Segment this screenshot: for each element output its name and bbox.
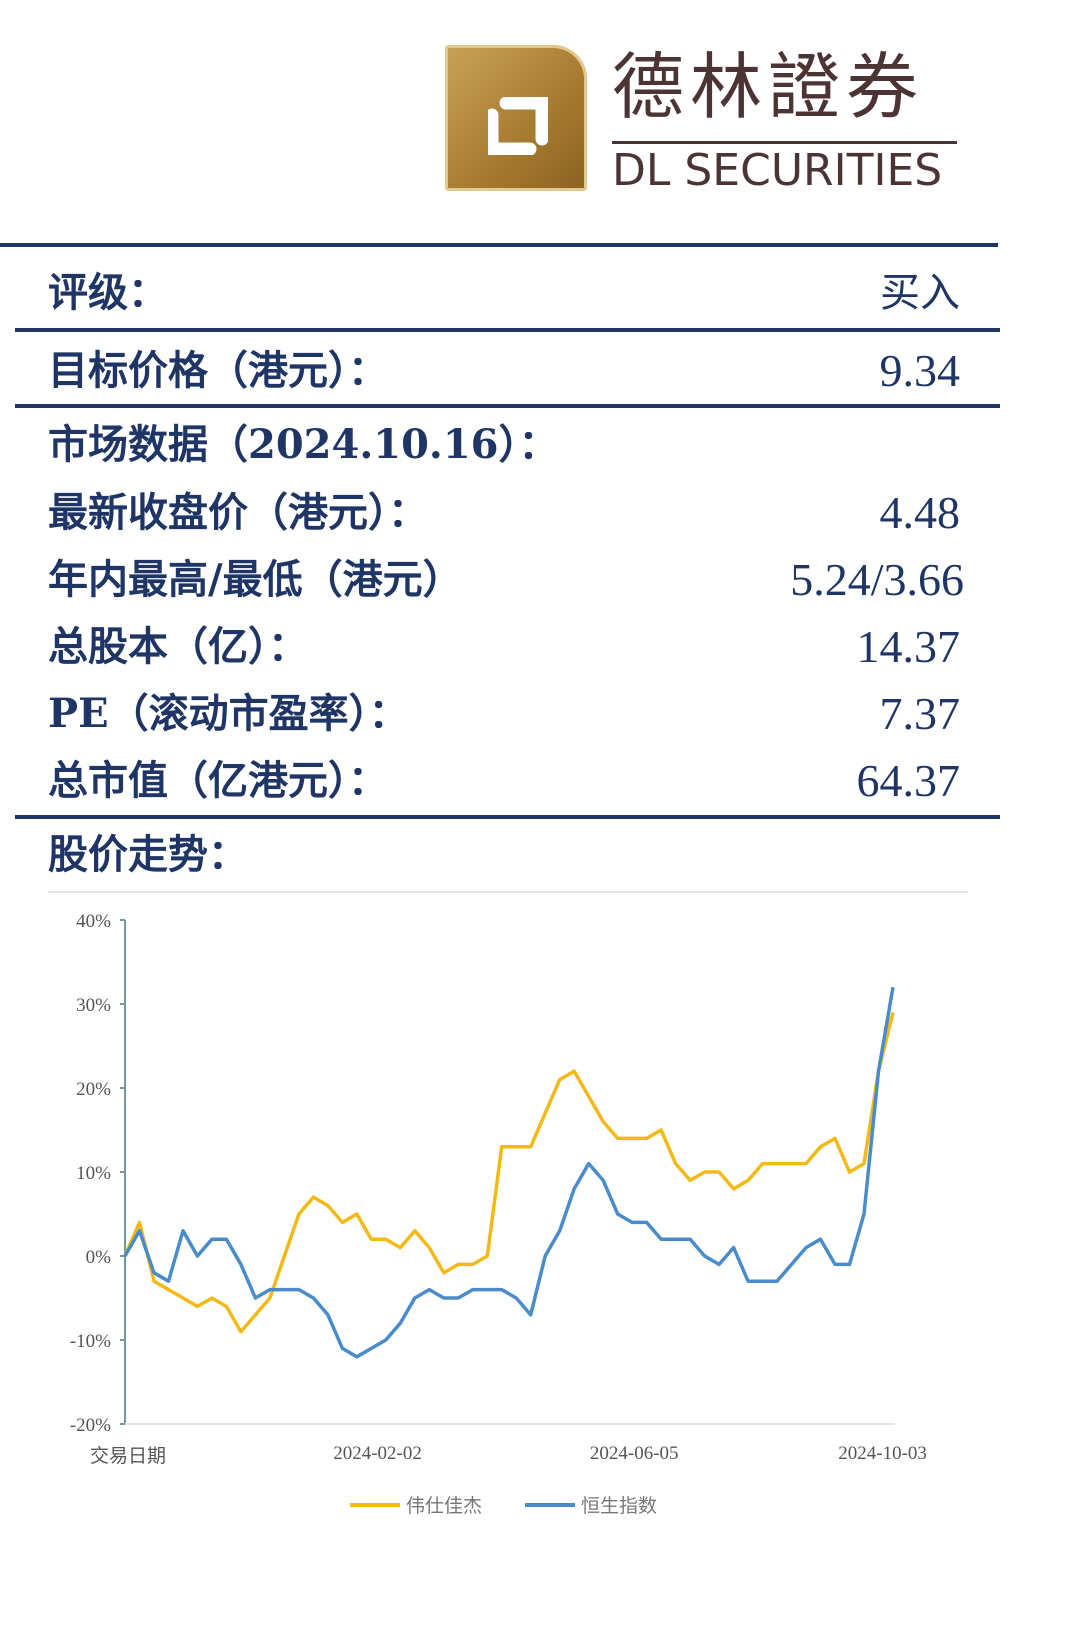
row-label: 总市值（亿港元）： — [48, 757, 388, 804]
rating-row: 评级： 买入 — [48, 268, 960, 318]
row-label: 最新收盘价（港元）： — [48, 489, 428, 536]
row-value: 64.37 — [856, 755, 961, 806]
y-tick-label: 10% — [76, 1163, 111, 1184]
row-value: 5.24/3.66 — [790, 554, 964, 605]
y-tick-label: -20% — [70, 1415, 111, 1436]
rating-label: 评级： — [48, 269, 168, 316]
y-tick-label: 0% — [86, 1247, 112, 1268]
x-tick-label: 2024-02-02 — [333, 1443, 422, 1464]
row-value: 4.48 — [879, 487, 961, 538]
target-price-row: 目标价格（港元）： 9.34 — [48, 346, 960, 396]
rating-value: 买入 — [880, 270, 960, 316]
divider — [0, 243, 998, 247]
row-label: 总股本（亿）： — [48, 623, 308, 670]
target-price-label: 目标价格（港元）： — [48, 347, 388, 394]
series-line-stock — [123, 1011, 895, 1334]
chart-top-border — [48, 891, 968, 893]
market-data-row: 总市值（亿港元）： 64.37 — [48, 756, 960, 806]
legend-label: 恒生指数 — [581, 1495, 657, 1517]
y-tick-label: -10% — [70, 1331, 111, 1352]
y-tick-label: 40% — [76, 911, 111, 932]
divider — [15, 328, 1000, 332]
market-data-row: 年内最高/最低（港元） 5.24/3.66 — [48, 555, 964, 605]
logo-divider — [612, 141, 957, 144]
row-label: 年内最高/最低（港元） — [48, 556, 463, 603]
market-data-title: 市场数据（2024.10.16）： — [48, 420, 960, 470]
market-data-row: 总股本（亿）： 14.37 — [48, 622, 960, 672]
price-trend-title-text: 股价走势： — [48, 831, 248, 878]
row-value: 7.37 — [879, 688, 961, 739]
divider — [15, 404, 1000, 408]
price-trend-title: 股价走势： — [48, 830, 960, 880]
row-value: 14.37 — [856, 621, 961, 672]
legend-label: 伟仕佳杰 — [406, 1495, 482, 1517]
x-tick-label: 2024-10-03 — [838, 1443, 927, 1464]
target-price-value: 9.34 — [879, 345, 961, 396]
series-line-index — [123, 986, 895, 1359]
logo-name-cn: 德林證券 — [612, 45, 925, 129]
y-tick-label: 30% — [76, 995, 111, 1016]
x-axis-label: 交易日期 — [90, 1445, 166, 1467]
logo-name-en: DL SECURITIES — [612, 145, 943, 196]
x-tick-label: 2024-06-05 — [590, 1443, 679, 1464]
market-data-title-text: 市场数据（2024.10.16）： — [48, 421, 559, 468]
market-data-row: 最新收盘价（港元）： 4.48 — [48, 488, 960, 538]
logo-mark — [445, 45, 587, 191]
market-data-row: PE（滚动市盈率）： 7.37 — [48, 689, 960, 739]
y-tick-label: 20% — [76, 1079, 111, 1100]
row-label: PE（滚动市盈率）： — [48, 690, 409, 737]
divider — [15, 815, 1000, 819]
logo-square-icon — [488, 97, 548, 155]
